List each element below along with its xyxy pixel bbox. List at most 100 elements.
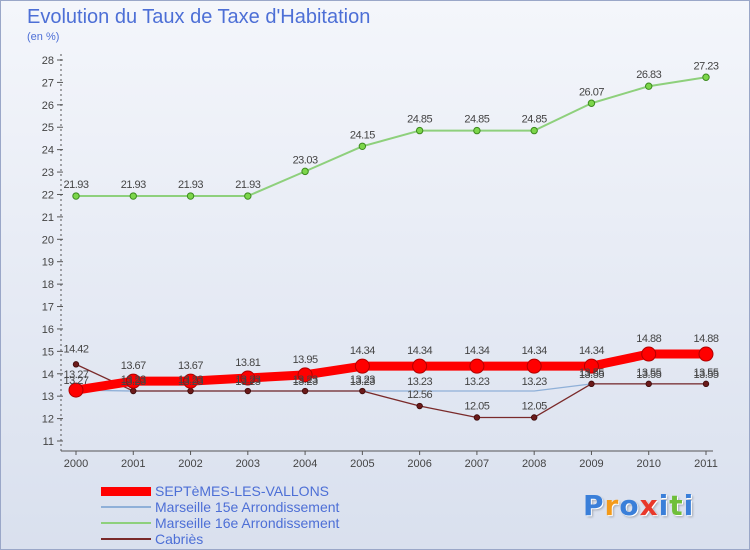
y-tick-label: 16 (42, 324, 54, 336)
legend-item-marseille-16e: Marseille 16e Arrondissement (101, 515, 339, 531)
data-point (416, 402, 423, 410)
logo-letter: o (619, 489, 640, 522)
data-label: 13.23 (178, 376, 203, 388)
data-label: 24.15 (350, 129, 375, 141)
data-label: 21.93 (235, 179, 260, 191)
data-point (130, 387, 137, 395)
data-label: 13.27 (63, 369, 88, 381)
y-tick-label: 22 (42, 189, 54, 201)
data-point (187, 387, 194, 395)
legend-swatch (101, 538, 151, 540)
y-tick-label: 27 (42, 77, 54, 89)
data-label: 12.05 (522, 400, 547, 412)
y-tick-label: 20 (42, 234, 54, 246)
logo-letter: i (658, 489, 670, 522)
data-label: 26.07 (579, 86, 604, 98)
data-label: 14.34 (407, 345, 432, 357)
legend-label: Marseille 16e Arrondissement (155, 515, 340, 531)
y-tick-label: 12 (42, 414, 54, 426)
data-point (645, 82, 653, 90)
data-point (412, 358, 428, 374)
data-label: 13.23 (350, 374, 375, 386)
data-label: 13.95 (293, 354, 318, 366)
chart-title: Evolution du Taux de Taxe d'Habitation (27, 6, 371, 28)
data-point (72, 192, 80, 200)
data-point (698, 346, 714, 362)
proxiti-logo: Proxiti (583, 489, 694, 522)
x-tick-label: 2001 (121, 458, 145, 470)
data-point (244, 192, 252, 200)
data-point (526, 358, 542, 374)
x-tick-label: 2005 (350, 458, 374, 470)
series-line (75, 76, 707, 198)
y-tick-label: 14 (42, 369, 54, 381)
legend-swatch (101, 522, 151, 524)
y-tick-label: 28 (42, 55, 54, 67)
data-label: 13.67 (178, 360, 203, 372)
x-tick-label: 2011 (694, 458, 718, 470)
data-label: 13.23 (293, 376, 318, 388)
data-label: 21.93 (63, 179, 88, 191)
data-label: 13.23 (350, 376, 375, 388)
y-tick-label: 18 (42, 279, 54, 291)
data-point (583, 358, 599, 374)
legend-item-cabries: Cabriès (101, 531, 339, 547)
data-point (530, 414, 538, 421)
x-tick-label: 2007 (465, 458, 489, 470)
data-point (301, 167, 309, 176)
data-label: 13.23 (522, 376, 547, 388)
legend-label: SEPTèMES-LES-VALLONS (155, 483, 330, 499)
logo-letter: t (669, 489, 684, 522)
data-label: 13.23 (121, 376, 146, 388)
data-label: 14.88 (693, 333, 718, 345)
data-label: 13.23 (407, 376, 432, 388)
legend-item-marseille-15e: Marseille 15e Arrondissement (101, 499, 339, 515)
data-point (301, 387, 309, 395)
logo-letter: x (639, 489, 659, 522)
data-point (702, 73, 710, 81)
x-tick-label: 2002 (178, 458, 202, 470)
data-point (641, 346, 657, 362)
data-point (68, 382, 84, 398)
y-tick-label: 26 (42, 100, 54, 112)
data-point (530, 126, 538, 135)
x-tick-label: 2008 (522, 458, 546, 470)
x-tick-label: 2006 (407, 458, 431, 470)
data-label: 13.55 (693, 369, 718, 381)
data-point (183, 373, 199, 389)
data-label: 14.34 (579, 345, 604, 357)
data-point (186, 192, 195, 200)
x-tick-label: 2000 (64, 458, 88, 470)
data-label: 27.23 (693, 60, 718, 72)
legend-label: Marseille 15e Arrondissement (155, 499, 340, 515)
chart-legend: SEPTèMES-LES-VALLONS Marseille 15e Arron… (101, 483, 339, 547)
x-tick-label: 2004 (293, 458, 317, 470)
data-point (72, 361, 80, 368)
series-line (71, 349, 711, 395)
y-tick-label: 17 (42, 302, 54, 314)
legend-swatch (101, 506, 151, 508)
data-point (473, 414, 481, 421)
logo-letter: P (583, 489, 605, 522)
data-label: 12.56 (407, 389, 432, 401)
data-label: 21.93 (121, 179, 146, 191)
data-label: 13.67 (121, 360, 146, 372)
data-point (297, 367, 313, 383)
data-label: 26.83 (636, 69, 661, 81)
data-label: 24.85 (464, 114, 489, 126)
data-label: 14.34 (350, 345, 375, 357)
y-tick-label: 24 (42, 145, 54, 157)
data-label: 13.55 (579, 367, 604, 379)
data-point (240, 370, 256, 386)
data-label: 24.85 (407, 114, 432, 126)
data-label: 13.23 (121, 374, 146, 386)
y-tick-label: 21 (42, 212, 54, 224)
data-label: 13.81 (235, 357, 260, 369)
logo-letter: i (683, 489, 695, 522)
x-tick-label: 2010 (636, 458, 660, 470)
data-point (702, 380, 710, 388)
data-point (125, 373, 141, 389)
data-point (473, 126, 481, 135)
data-label: 14.42 (63, 343, 88, 355)
